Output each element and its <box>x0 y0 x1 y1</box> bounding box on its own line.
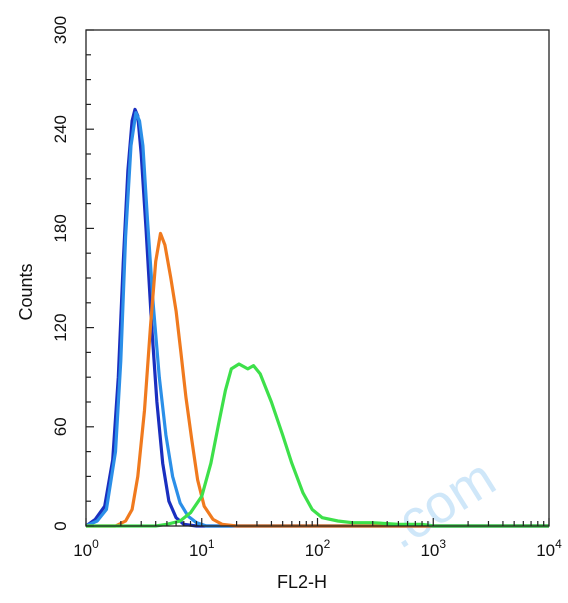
x-tick-label-exponent: 4 <box>555 537 562 551</box>
y-tick-label: 60 <box>51 417 70 436</box>
y-tick-label: 0 <box>51 521 70 530</box>
x-tick-label: 103 <box>420 537 446 560</box>
x-tick-label: 100 <box>73 537 99 560</box>
x-tick-label-exponent: 0 <box>92 537 99 551</box>
y-tick-label: 120 <box>51 313 70 341</box>
histogram-series-0 <box>85 107 549 528</box>
y-tick-label: 180 <box>51 214 70 242</box>
histogram-series-2 <box>86 231 549 528</box>
x-tick-label: 101 <box>189 537 215 560</box>
x-axis-title: FL2-H <box>277 572 327 592</box>
x-tick-label-base: 10 <box>73 541 92 560</box>
y-tick-label: 300 <box>51 16 70 44</box>
x-tick-label-exponent: 3 <box>439 537 446 551</box>
x-tick-label-base: 10 <box>536 541 555 560</box>
x-tick-label-base: 10 <box>189 541 208 560</box>
x-tick-label-base: 10 <box>305 541 324 560</box>
y-tick-label: 240 <box>51 115 70 143</box>
x-tick-label: 102 <box>305 537 331 560</box>
series-layer <box>85 107 549 528</box>
x-tick-label-exponent: 2 <box>324 537 331 551</box>
histogram-series-3 <box>86 362 549 528</box>
x-tick-label: 104 <box>536 537 562 560</box>
x-tick-label-base: 10 <box>420 541 439 560</box>
x-tick-label-exponent: 1 <box>208 537 215 551</box>
y-axis-title: Counts <box>16 263 36 320</box>
